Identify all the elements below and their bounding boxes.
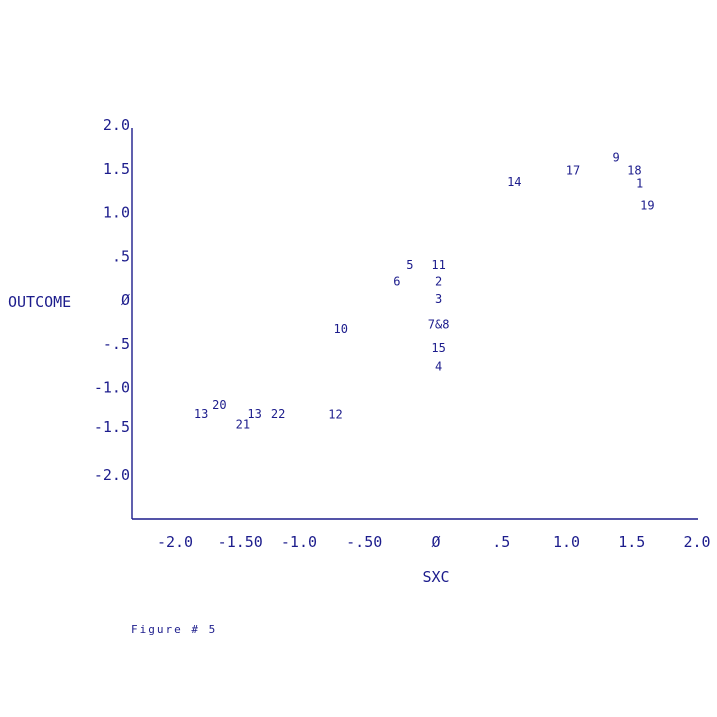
data-point-label: 4 [435,360,442,374]
data-point-label: 11 [431,258,445,272]
y-tick-label: -1.0 [94,379,130,397]
x-tick-labels: -2.0 -1.50 -1.0 -.50 Ø .5 1.0 1.5 2.0 [157,533,711,551]
data-point-label: 3 [435,292,442,306]
x-tick-label: -1.50 [218,533,263,551]
y-tick-label: -.5 [103,335,130,353]
y-tick-label: Ø [121,291,130,309]
x-axis-label: SXC [422,568,449,586]
y-tick-label: .5 [112,247,130,265]
x-tick-label: 1.5 [618,533,645,551]
data-point-label: 18 [627,164,641,178]
data-point-label: 21 [236,417,250,431]
data-point-label: 19 [640,199,654,213]
x-tick-label: 2.0 [683,533,710,551]
data-points: 9 18 17 1 14 19 5 11 6 2 3 7&8 10 15 4 20 13 13 22 12 21 [194,150,655,431]
y-tick-label: 1.5 [103,160,130,178]
data-point-label: 15 [431,341,445,355]
y-tick-label: -1.5 [94,418,130,436]
data-point-label: 12 [328,408,342,422]
y-tick-label: 1.0 [103,204,130,222]
data-point-label: 20 [212,398,226,412]
x-tick-label: Ø [431,533,440,551]
data-point-label: 1 [636,177,643,191]
data-point-label: 17 [566,164,580,178]
data-point-label: 2 [435,275,442,289]
data-point-label: 13 [247,407,261,421]
x-tick-label: -.50 [346,533,382,551]
data-point-label: 7&8 [428,318,450,332]
x-tick-label: -1.0 [281,533,317,551]
figure-caption: Figure # 5 [131,623,217,636]
x-tick-label: -2.0 [157,533,193,551]
y-tick-label: 2.0 [103,116,130,134]
data-point-label: 6 [393,275,400,289]
y-axis-label: OUTCOME [8,293,71,311]
y-tick-label: -2.0 [94,466,130,484]
data-point-label: 9 [612,150,619,164]
data-point-label: 22 [271,407,285,421]
data-point-label: 13 [194,407,208,421]
x-tick-label: 1.0 [553,533,580,551]
data-point-label: 14 [507,175,521,189]
data-point-label: 10 [334,322,348,336]
data-point-label: 5 [406,258,413,272]
y-tick-labels: 2.0 1.5 1.0 .5 Ø -.5 -1.0 -1.5 -2.0 [94,116,130,484]
x-tick-label: .5 [492,533,510,551]
